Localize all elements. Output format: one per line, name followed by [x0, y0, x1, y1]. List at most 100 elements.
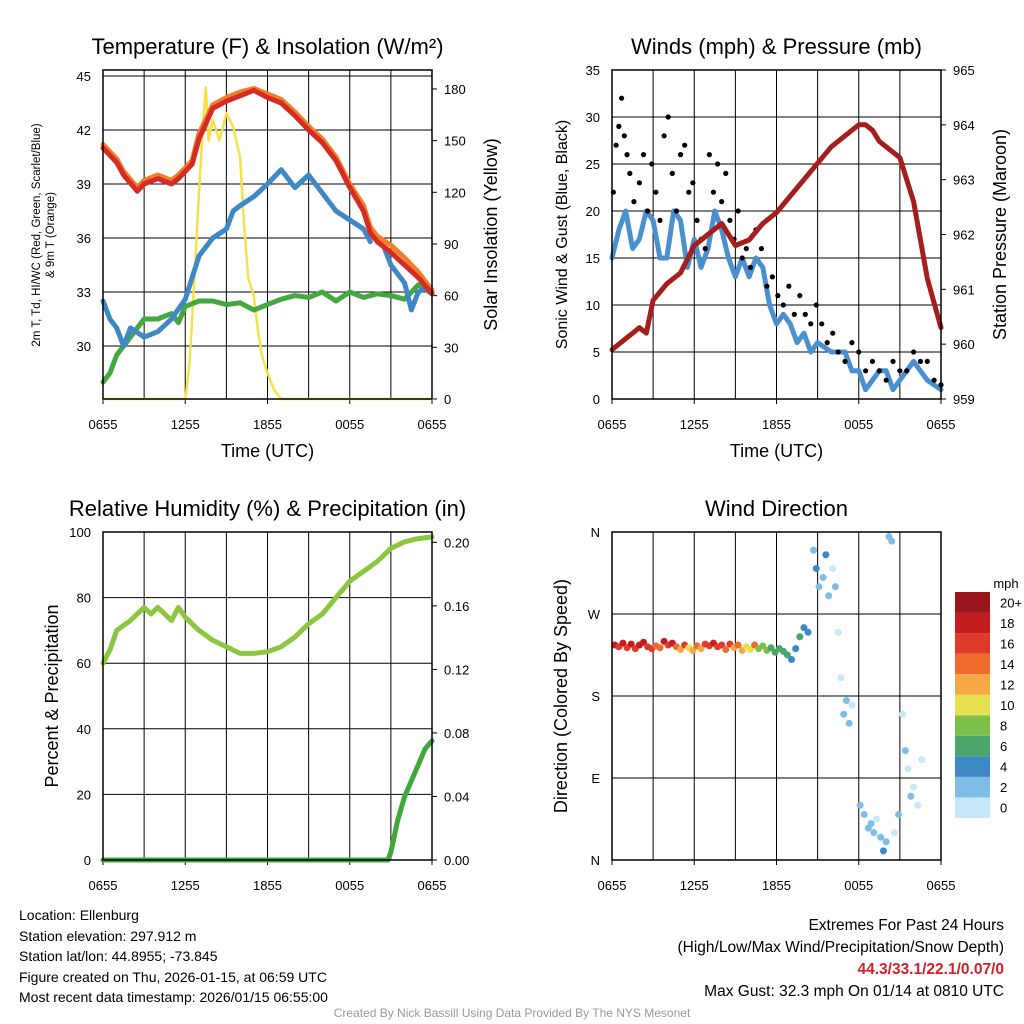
colorbar-swatch — [955, 715, 990, 736]
dir-chart — [611, 531, 990, 865]
gust-point — [627, 170, 633, 176]
y-tick-label: E — [591, 771, 600, 786]
gust-point — [714, 161, 721, 167]
y-tick-label: 15 — [586, 251, 600, 266]
y-tick-label: 39 — [77, 177, 91, 192]
gust-point — [797, 293, 803, 299]
direction-point — [804, 628, 812, 636]
direction-point — [767, 644, 775, 652]
direction-point — [627, 640, 635, 648]
chart-title: Relative Humidity (%) & Precipitation (i… — [69, 496, 466, 521]
chart-title: Wind Direction — [705, 496, 848, 521]
gust-point — [849, 340, 855, 346]
location: Location: Ellenburg — [19, 907, 139, 923]
colorbar-swatch — [955, 612, 990, 634]
gust-point — [856, 349, 862, 355]
direction-point — [845, 719, 853, 727]
x-tick-label: 0055 — [335, 878, 364, 893]
lat-lon: Station lat/lon: 44.8955; -73.845 — [19, 948, 218, 964]
gust-point — [764, 283, 770, 289]
colorbar-swatch — [955, 797, 990, 818]
x-tick-label: 1855 — [762, 417, 791, 432]
colorbar-label: 8 — [1000, 719, 1007, 734]
x-tick-label: 0655 — [418, 878, 447, 893]
colorbar-label: 18 — [1000, 616, 1014, 631]
gust-point — [876, 368, 882, 374]
direction-point — [796, 633, 804, 641]
chart-title: Temperature (F) & Insolation (W/m²) — [91, 34, 443, 59]
y-tick-label: N — [591, 853, 600, 868]
gust-point — [613, 142, 619, 148]
direction-point — [759, 642, 767, 650]
plot-frame — [611, 69, 942, 400]
direction-point — [677, 646, 685, 654]
wind-chart — [609, 69, 946, 404]
y-right-tick-label: 0.16 — [444, 599, 469, 614]
x-tick-label: 1255 — [171, 417, 200, 432]
direction-point — [904, 765, 912, 773]
gust-point — [808, 321, 814, 327]
y-tick-label: 0 — [593, 392, 600, 407]
direction-point — [910, 783, 918, 791]
colorbar-label: 4 — [1000, 760, 1007, 775]
direction-point — [829, 564, 837, 572]
gust-point — [669, 170, 675, 176]
y-tick-label: 10 — [586, 298, 600, 313]
gust-point — [690, 180, 696, 186]
gust-point — [673, 208, 680, 214]
direction-point — [640, 638, 648, 646]
series-sonic-wind — [609, 208, 944, 393]
gust-point — [710, 189, 717, 195]
y-right-tick-label: 961 — [953, 282, 975, 297]
colorbar-label: 10 — [1000, 698, 1014, 713]
extremes-subtitle: (High/Low/Max Wind/Precipitation/Snow De… — [677, 939, 1005, 956]
direction-point — [792, 645, 800, 653]
gust-point — [694, 217, 700, 223]
series-precipitation — [100, 738, 435, 863]
y-right-tick-label: 0.12 — [444, 662, 469, 677]
x-tick-label: 0055 — [844, 417, 873, 432]
direction-point — [840, 710, 848, 718]
plot-frame — [102, 69, 433, 400]
gust-point — [904, 368, 910, 374]
direction-point — [907, 792, 915, 800]
y-axis-label: Direction (Colored By Speed) — [551, 579, 571, 813]
direction-point — [895, 810, 903, 818]
series-insolation — [101, 85, 434, 401]
gust-point — [813, 302, 819, 308]
y-tick-label: 25 — [586, 157, 600, 172]
station-info: Location: Ellenburg Station elevation: 2… — [19, 905, 328, 1008]
y-tick-label: 20 — [77, 787, 91, 802]
max-gust: Max Gust: 32.3 mph On 01/14 at 0810 UTC — [704, 983, 1004, 1000]
gust-point — [802, 311, 808, 317]
y-tick-label: 30 — [586, 110, 600, 125]
y-tick-label: 35 — [586, 63, 600, 78]
x-tick-label: 0655 — [89, 878, 118, 893]
gust-point — [739, 255, 745, 261]
direction-point — [788, 656, 796, 664]
gust-point — [665, 114, 671, 120]
y-right-tick-label: 964 — [953, 118, 975, 133]
y-right-tick-label: 962 — [953, 228, 975, 243]
gust-point — [897, 368, 903, 374]
gust-point — [621, 133, 627, 139]
direction-point — [837, 674, 845, 682]
x-axis-label: Time (UTC) — [221, 441, 314, 461]
direction-point — [819, 574, 827, 582]
recent-timestamp: Most recent data timestamp: 2026/01/15 0… — [19, 989, 328, 1005]
y-tick-label: 5 — [593, 345, 600, 360]
y-tick-label: N — [591, 525, 600, 540]
y-right-tick-label: 120 — [444, 185, 466, 200]
colorbar-swatch — [955, 633, 990, 654]
x-tick-label: 0655 — [598, 417, 627, 432]
y-right-tick-label: 180 — [444, 82, 466, 97]
y-right-tick-label: 965 — [953, 63, 975, 78]
direction-point — [877, 833, 885, 841]
x-tick-label: 0055 — [844, 878, 873, 893]
temp-chart — [100, 69, 437, 404]
y-tick-label: 0 — [84, 853, 91, 868]
x-tick-label: 1855 — [762, 878, 791, 893]
gust-point — [863, 368, 869, 374]
y-tick-label: 100 — [69, 525, 91, 540]
